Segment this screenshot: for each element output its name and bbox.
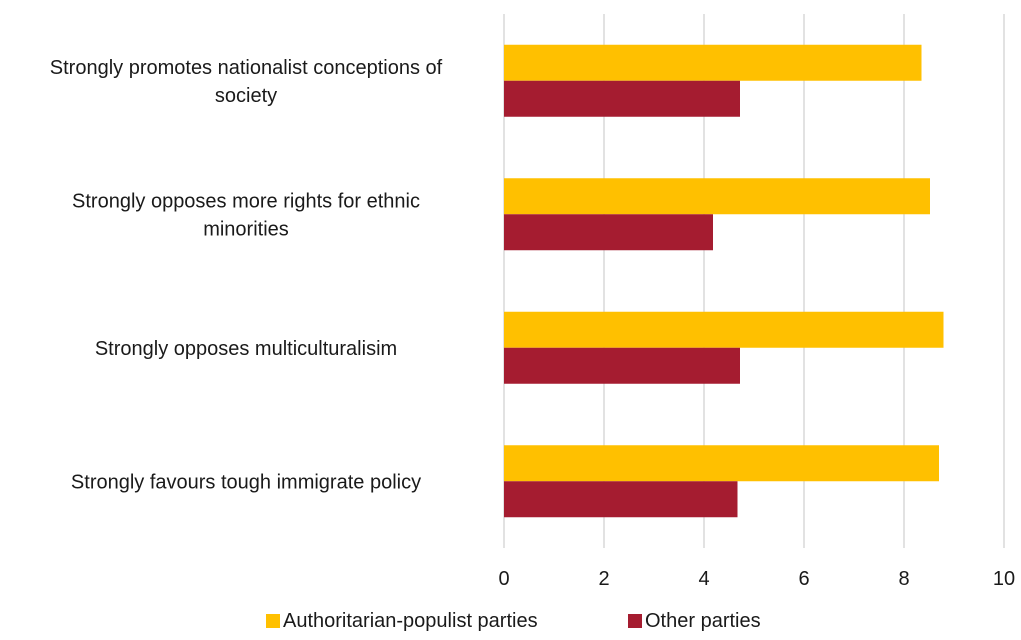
legend: Authoritarian-populist parties Other part… [266,610,761,632]
bar-other-4 [504,481,738,518]
category-labels: Strongly promotes nationalist conception… [50,57,443,494]
legend-item-other: Other parties [628,610,761,632]
bar-authoritarian-populist-1 [504,44,922,81]
x-tick-label: 8 [898,568,909,590]
bar-authoritarian-populist-3 [504,311,944,348]
bar-authoritarian-populist-2 [504,178,930,215]
x-tick-label: 6 [798,568,809,590]
x-tick-label: 4 [698,568,709,590]
legend-label: Other parties [645,610,761,632]
x-tick-labels: 0 2 4 6 8 10 [498,568,1015,590]
category-label: Strongly opposes multiculturalisim [95,338,397,360]
legend-swatch [628,614,642,628]
bar-authoritarian-populist-4 [504,445,939,482]
category-label: Strongly promotes nationalist conception… [50,57,443,107]
category-label: Strongly favours tough immigrate policy [71,471,421,493]
legend-label: Authoritarian-populist parties [283,610,538,632]
x-tick-label: 10 [993,568,1015,590]
bar-other-1 [504,80,740,117]
bars [504,44,944,518]
legend-swatch [266,614,280,628]
bar-other-2 [504,214,713,251]
category-label: Strongly opposes more rights for ethnic m… [72,190,420,240]
x-tick-label: 0 [498,568,509,590]
x-tick-label: 2 [598,568,609,590]
bar-other-3 [504,347,740,384]
legend-item-authoritarian-populist: Authoritarian-populist parties [266,610,538,632]
